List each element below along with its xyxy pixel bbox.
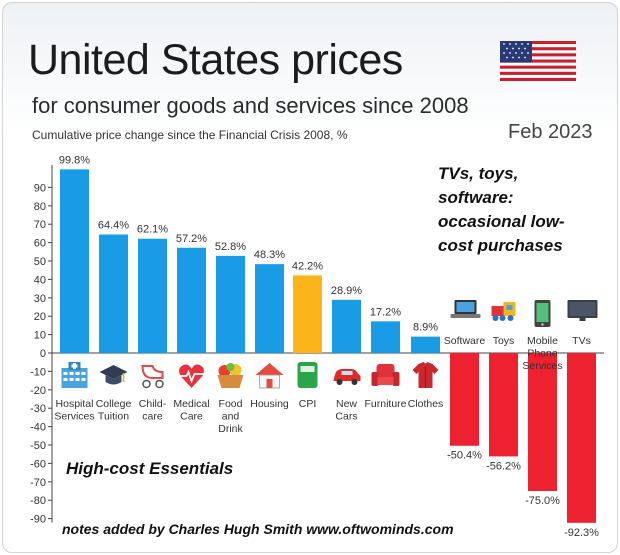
- value-label: 17.2%: [370, 306, 401, 318]
- clothes-icon: [412, 362, 439, 388]
- bar-clothes: [411, 336, 440, 353]
- bar-housing: [255, 264, 284, 353]
- value-label: 8.9%: [413, 322, 438, 334]
- y-tick-label: 70: [34, 219, 46, 231]
- food-basket-icon: [217, 363, 244, 388]
- category-label: TVs: [572, 335, 591, 347]
- y-tick-label: 30: [34, 293, 46, 305]
- category-label: New Cars: [335, 398, 357, 423]
- cpi-icon: [297, 362, 318, 388]
- y-tick-label: -20: [30, 385, 46, 397]
- category-label: Mobile Phone Services: [522, 335, 562, 372]
- value-label: 48.3%: [254, 249, 285, 261]
- y-tick-label: 20: [34, 311, 46, 323]
- hospital-icon: [61, 362, 88, 388]
- note-occasional-purchases: TVs, toys, software: occasional low- cos…: [438, 164, 565, 255]
- y-tick-label: -10: [30, 366, 46, 378]
- bar-mobile-phone-services: [528, 353, 557, 491]
- category-label: Medical Care: [173, 398, 209, 423]
- us-flag-icon: [500, 41, 576, 81]
- category-label: Software: [444, 335, 486, 347]
- toy-train-icon: [491, 302, 516, 321]
- category-label: Food and Drink: [218, 398, 243, 435]
- bar-tvs: [567, 353, 596, 523]
- y-tick-label: -40: [30, 422, 46, 434]
- y-tick-label: 50: [34, 256, 46, 268]
- y-tick-label: -90: [30, 514, 46, 526]
- y-tick-label: -60: [30, 458, 46, 470]
- value-label: 62.1%: [137, 224, 168, 236]
- note-high-cost-essentials: High-cost Essentials: [66, 459, 234, 478]
- bar-college-tuition: [99, 234, 128, 353]
- bar-hospital-services: [60, 169, 89, 353]
- value-label: -56.2%: [486, 460, 521, 472]
- bar-toys: [489, 353, 518, 457]
- y-tick-label: -70: [30, 477, 46, 489]
- chart-subtitle: for consumer goods and services since 20…: [32, 93, 469, 118]
- mobile-phone-icon: [534, 300, 551, 327]
- chart-title: United States prices: [28, 36, 403, 84]
- y-tick-label: 60: [34, 238, 46, 250]
- bar-furniture: [371, 321, 400, 353]
- stroller-icon: [141, 365, 164, 389]
- date-label: Feb 2023: [508, 121, 593, 143]
- category-label: Toys: [493, 335, 515, 347]
- category-label: College Tuition: [96, 398, 132, 423]
- armchair-icon: [371, 364, 400, 386]
- value-label: -92.3%: [564, 527, 599, 539]
- laptop-icon: [450, 300, 481, 318]
- note-footer: notes added by Charles Hugh Smith www.of…: [62, 521, 454, 537]
- value-label: -75.0%: [525, 495, 560, 507]
- value-label: 57.2%: [176, 233, 207, 245]
- house-icon: [255, 363, 284, 389]
- y-tick-label: -80: [30, 495, 46, 507]
- bar-medical-care: [177, 247, 206, 353]
- bar-new-cars: [332, 299, 361, 353]
- y-tick-label: 80: [34, 201, 46, 213]
- car-icon: [333, 369, 361, 385]
- bar-child-care: [138, 238, 167, 353]
- y-tick-label: 90: [34, 182, 46, 194]
- category-label: Housing: [250, 398, 289, 410]
- y-tick-label: -50: [30, 440, 46, 452]
- value-label: 28.9%: [331, 285, 362, 297]
- value-label: -50.4%: [447, 450, 482, 462]
- value-label: 99.8%: [59, 154, 90, 166]
- y-tick-label: 40: [34, 274, 46, 286]
- value-label: 42.2%: [292, 260, 323, 272]
- y-tick-label: 10: [34, 330, 46, 342]
- tv-icon: [567, 300, 598, 321]
- bar-food-and-drink: [216, 255, 245, 353]
- chart-caption: Cumulative price change since the Financ…: [32, 128, 348, 142]
- value-label: 64.4%: [98, 220, 129, 232]
- bar-cpi: [293, 275, 322, 353]
- category-label: Clothes: [408, 398, 444, 410]
- category-label: Hospital Services: [54, 398, 94, 423]
- graduation-cap-icon: [99, 365, 128, 385]
- category-label: Furniture: [364, 398, 406, 410]
- heart-pulse-icon: [179, 364, 204, 388]
- bar-software: [450, 353, 479, 446]
- y-tick-label: -30: [30, 403, 46, 415]
- value-label: 52.8%: [215, 241, 246, 253]
- category-label: Child-care: [139, 398, 167, 423]
- y-tick-label: 0: [40, 348, 46, 360]
- category-label: CPI: [299, 398, 317, 410]
